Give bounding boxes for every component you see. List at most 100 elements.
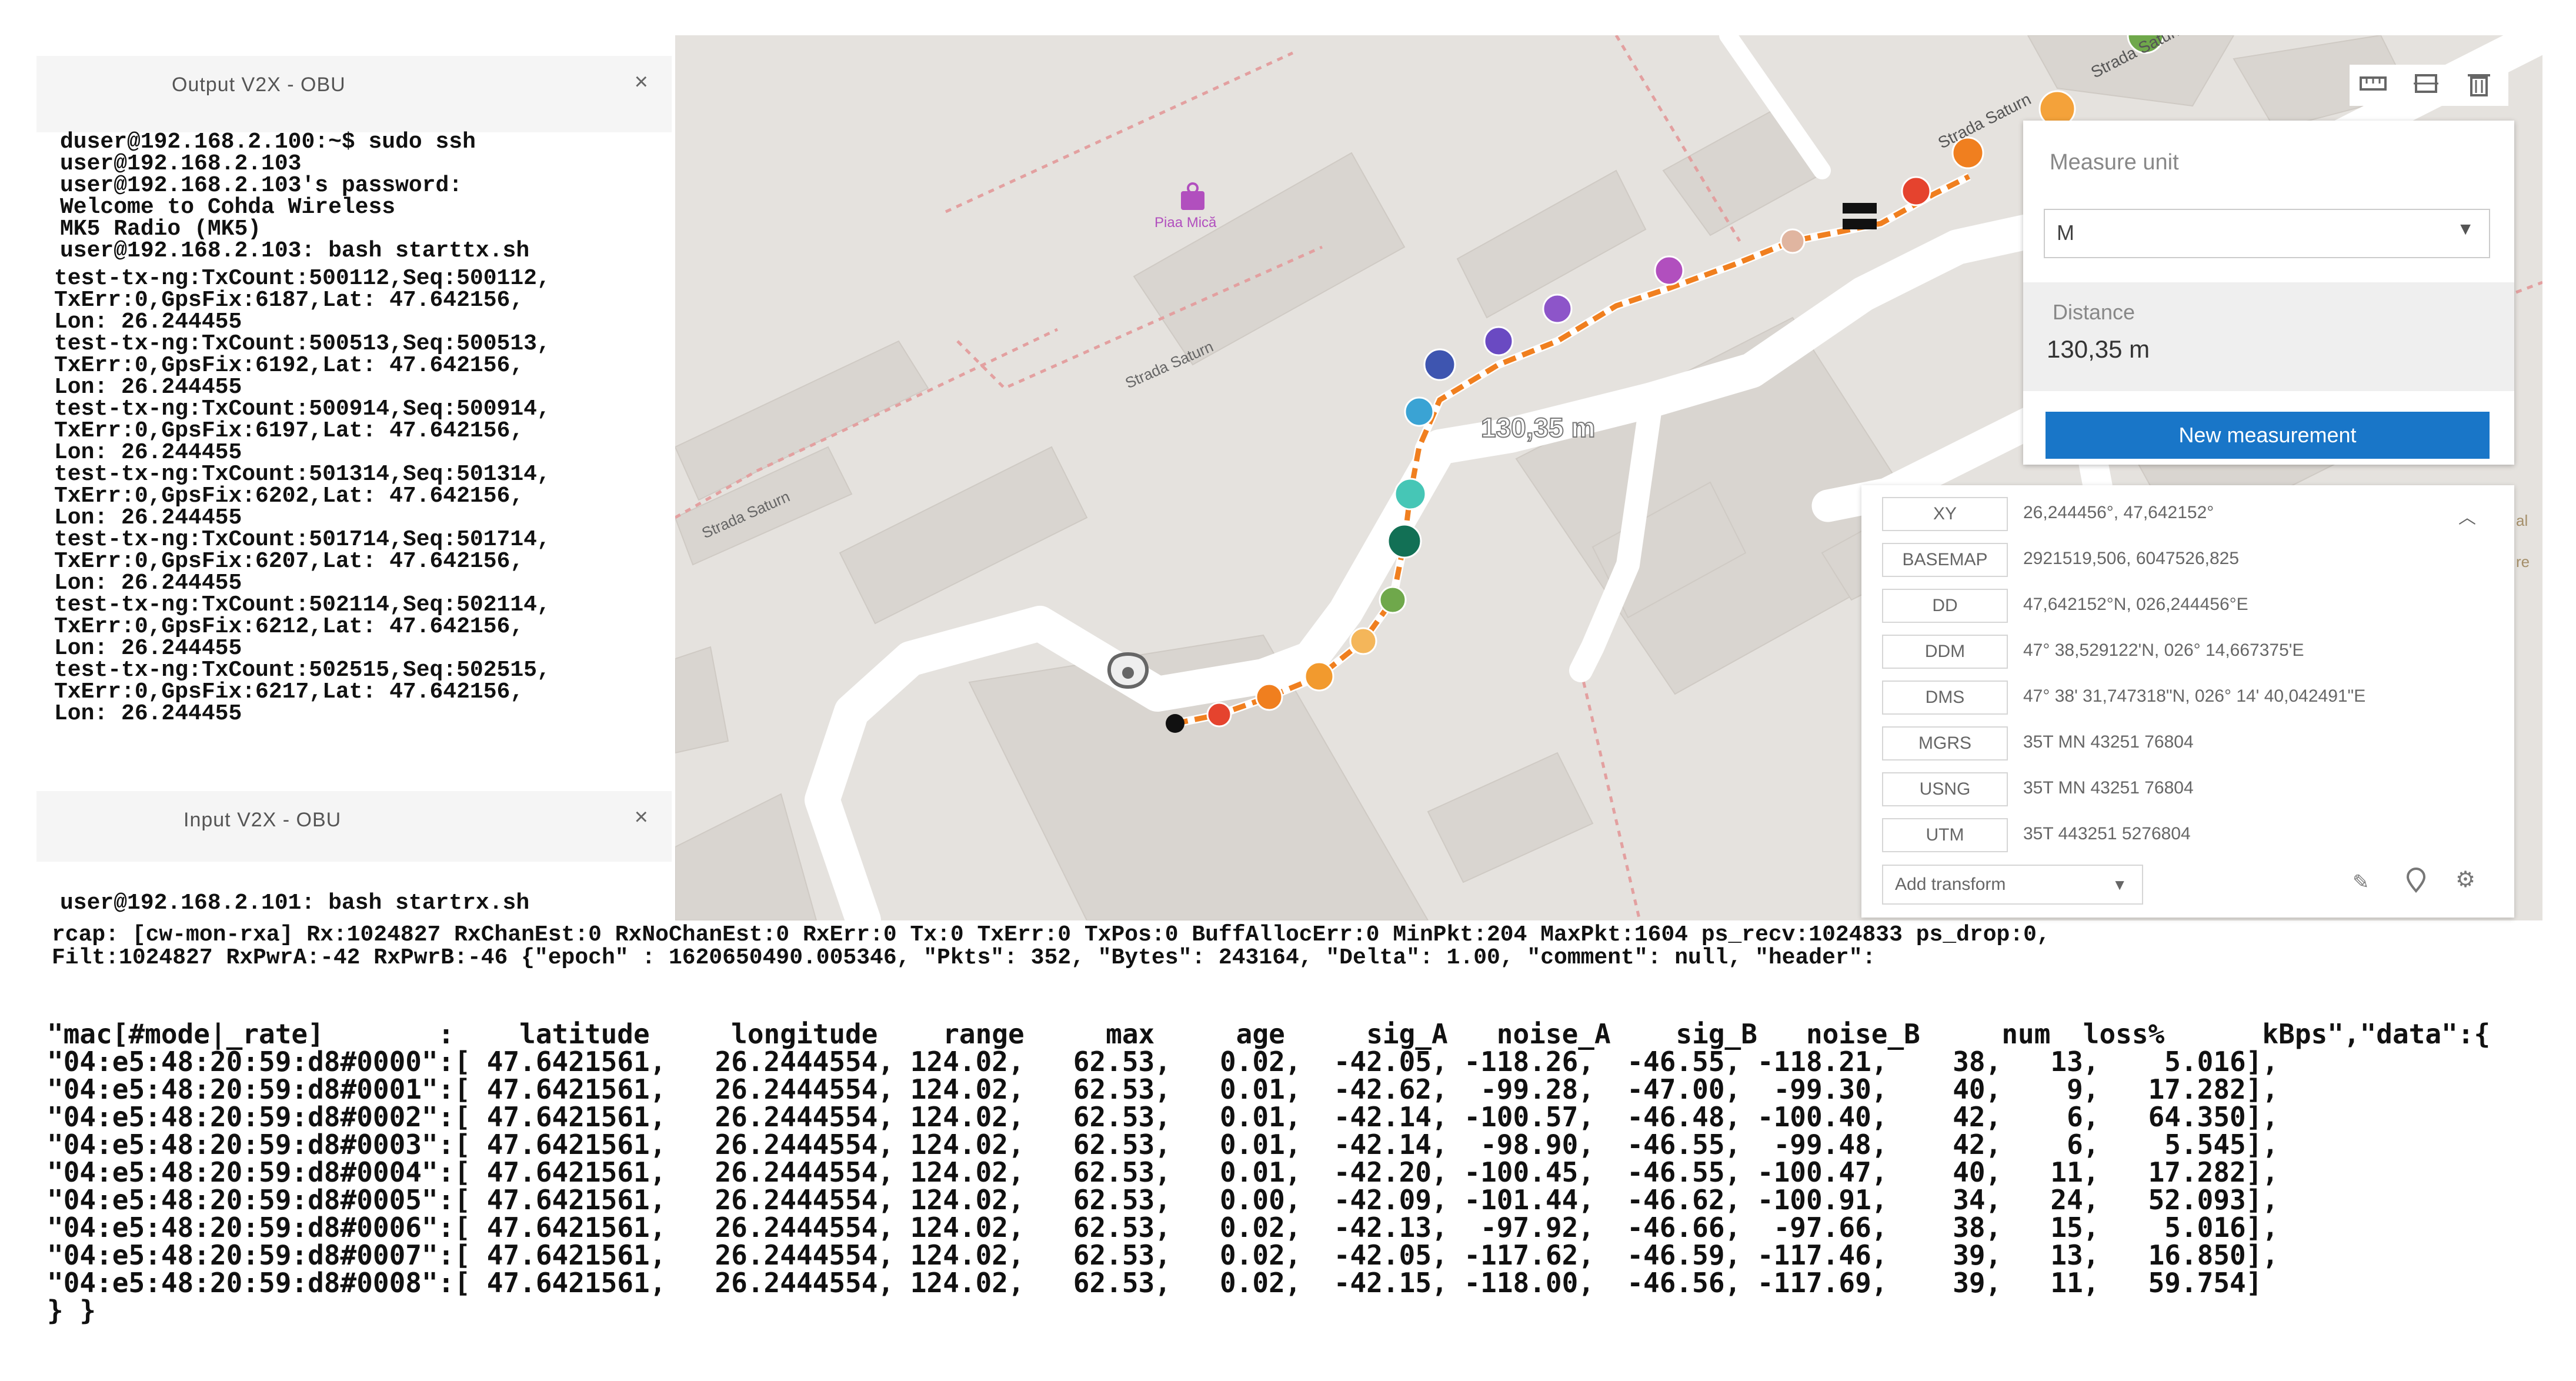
coord-tag[interactable]: DDM [1882,635,2008,669]
edit-icon[interactable]: ✎ [2353,871,2370,893]
table-row: "04:e5:48:20:59:d8#0001":[ 47.6421561, 2… [47,1073,2279,1105]
route-end-marker [1843,203,1877,214]
table-row: "04:e5:48:20:59:d8#0008":[ 47.6421561, 2… [47,1267,2263,1299]
trash-icon[interactable] [2461,71,2497,100]
add-transform-label: Add transform [1895,875,2006,894]
table-row: "04:e5:48:20:59:d8#0000":[ 47.6421561, 2… [47,1046,2279,1078]
coordinates-panel: XY 26,244456°, 47,642152° ︿ BASEMAP 2921… [1861,485,2514,918]
coord-tag[interactable]: MGRS [1882,726,2008,760]
terminal-line: Lon: 26.244455 [54,636,242,661]
input-window: Input V2X - OBU × user@192.168.2.101: ba… [36,791,672,915]
terminal-line: TxErr:0,GpsFix:6187,Lat: 47.642156, [54,288,524,313]
table-row: "04:e5:48:20:59:d8#0003":[ 47.6421561, 2… [47,1129,2279,1160]
table-footer: } } [47,1295,96,1326]
terminal-line: Lon: 26.244455 [54,375,242,400]
coord-row-xy: XY 26,244456°, 47,642152° ︿ [1882,497,2500,531]
coord-row-mgrs: MGRS 35T MN 43251 76804 [1882,726,2500,760]
coord-value: 35T MN 43251 76804 [2023,732,2194,752]
location-pin-icon [1107,652,1149,689]
add-transform-select[interactable]: Add transform ▼ [1882,865,2143,905]
table-row: "04:e5:48:20:59:d8#0002":[ 47.6421561, 2… [47,1101,2279,1133]
table-row: "04:e5:48:20:59:d8#0005":[ 47.6421561, 2… [47,1184,2279,1216]
table-row: "04:e5:48:20:59:d8#0004":[ 47.6421561, 2… [47,1156,2279,1188]
terminal-line: Filt:1024827 RxPwrA:-42 RxPwrB:-46 {"epo… [52,945,1876,970]
distance-value: 130,35 m [2047,335,2150,363]
edge-label: re [2516,553,2530,571]
output-log-lines: test-tx-ng:TxCount:500112,Seq:500112, TxE… [54,268,550,725]
distance-box: Distance 130,35 m [2023,282,2514,391]
terminal-line: Lon: 26.244455 [54,309,242,335]
terminal-line: rcap: [cw-mon-rxa] Rx:1024827 RxChanEst:… [52,922,2050,948]
terminal-line: TxErr:0,GpsFix:6212,Lat: 47.642156, [54,614,524,639]
terminal-line: test-tx-ng:TxCount:501314,Seq:501314, [54,462,550,487]
chevron-down-icon: ▼ [2112,876,2127,893]
coord-tag[interactable]: XY [1882,497,2008,531]
terminal-line: test-tx-ng:TxCount:500513,Seq:500513, [54,331,550,356]
table-row: "04:e5:48:20:59:d8#0007":[ 47.6421561, 2… [47,1239,2279,1271]
output-window-title: Output V2X - OBU [172,74,346,96]
output-command-lines: duser@192.168.2.100:~$ sudo ssh user@192.… [60,131,529,262]
coord-row-utm: UTM 35T 443251 5276804 [1882,818,2500,852]
table-header: "mac[#mode|_rate] : latitude longitude r… [47,1018,2491,1050]
measure-unit-label: Measure unit [2050,150,2179,175]
terminal-line: Lon: 26.244455 [54,440,242,465]
coord-value: 47,642152°N, 026,244456°E [2023,595,2248,614]
coord-tag[interactable]: DMS [1882,681,2008,715]
ruler-icon[interactable] [2355,71,2391,100]
input-window-titlebar: Input V2X - OBU × [36,791,672,862]
coord-row-dd: DD 47,642152°N, 026,244456°E [1882,589,2500,623]
table-row: "04:e5:48:20:59:d8#0006":[ 47.6421561, 2… [47,1212,2279,1243]
pin-icon[interactable] [2405,868,2427,896]
chevron-down-icon: ▼ [2457,219,2474,239]
input-window-title: Input V2X - OBU [183,809,342,831]
coord-value: 47° 38,529122'N, 026° 14,667375'E [2023,641,2304,660]
terminal-line: TxErr:0,GpsFix:6197,Lat: 47.642156, [54,418,524,443]
terminal-line: test-tx-ng:TxCount:500914,Seq:500914, [54,396,550,422]
terminal-line: Lon: 26.244455 [54,505,242,531]
coord-tag[interactable]: BASEMAP [1882,543,2008,577]
output-window: Output V2X - OBU × duser@192.168.2.100:~… [36,56,672,785]
settings-icon[interactable]: ⚙ [2455,868,2476,892]
terminal-line: user@192.168.2.103's password: [60,173,463,198]
terminal-line: MK5 Radio (MK5) [60,216,262,242]
terminal-line: TxErr:0,GpsFix:6207,Lat: 47.642156, [54,549,524,574]
measure-unit-select[interactable]: M ▼ [2044,209,2490,258]
coord-tag[interactable]: USNG [1882,772,2008,806]
chevron-up-icon[interactable]: ︿ [2458,508,2476,528]
distance-label: Distance [2053,300,2135,324]
terminal-line: test-tx-ng:TxCount:502114,Seq:502114, [54,592,550,618]
terminal-line: Lon: 26.244455 [54,701,242,726]
coord-tag[interactable]: DD [1882,589,2008,623]
rx-data-table: "mac[#mode|_rate] : latitude longitude r… [47,1020,2490,1325]
coord-value: 35T MN 43251 76804 [2023,778,2194,798]
terminal-line: user@192.168.2.103 [60,151,302,176]
terminal-line: TxErr:0,GpsFix:6217,Lat: 47.642156, [54,679,524,705]
coord-row-dms: DMS 47° 38' 31,747318"N, 026° 14' 40,042… [1882,681,2500,715]
terminal-line: TxErr:0,GpsFix:6202,Lat: 47.642156, [54,483,524,509]
area-icon[interactable] [2408,71,2444,100]
new-measurement-button[interactable]: New measurement [2046,412,2490,459]
coord-value: 2921519,506, 6047526,825 [2023,549,2240,568]
output-window-titlebar: Output V2X - OBU × [36,56,672,132]
terminal-line: test-tx-ng:TxCount:501714,Seq:501714, [54,527,550,552]
measure-unit-value: M [2057,221,2074,245]
coord-row-usng: USNG 35T MN 43251 76804 [1882,772,2500,806]
close-icon[interactable]: × [634,804,648,830]
rx-status-lines: rcap: [cw-mon-rxa] Rx:1024827 RxChanEst:… [52,923,2050,969]
edge-label: al [2516,512,2528,529]
coord-value: 35T 443251 5276804 [2023,824,2191,843]
terminal-line: test-tx-ng:TxCount:502515,Seq:502515, [54,658,550,683]
input-command-line: user@192.168.2.101: bash startrx.sh [60,890,530,916]
route-distance-label: 130,35 m [1480,412,1596,443]
coord-row-ddm: DDM 47° 38,529122'N, 026° 14,667375'E [1882,635,2500,669]
coord-row-basemap: BASEMAP 2921519,506, 6047526,825 [1882,543,2500,577]
terminal-line: user@192.168.2.103: bash starttx.sh [60,238,530,263]
coord-value: 47° 38' 31,747318"N, 026° 14' 40,042491"… [2023,686,2366,706]
terminal-line: duser@192.168.2.100:~$ sudo ssh [60,129,476,155]
coord-tag[interactable]: UTM [1882,818,2008,852]
close-icon[interactable]: × [634,69,648,95]
terminal-line: test-tx-ng:TxCount:500112,Seq:500112, [54,266,550,291]
place-icon [1181,182,1204,210]
terminal-line: TxErr:0,GpsFix:6192,Lat: 47.642156, [54,353,524,378]
measure-toolbar [2350,65,2508,106]
